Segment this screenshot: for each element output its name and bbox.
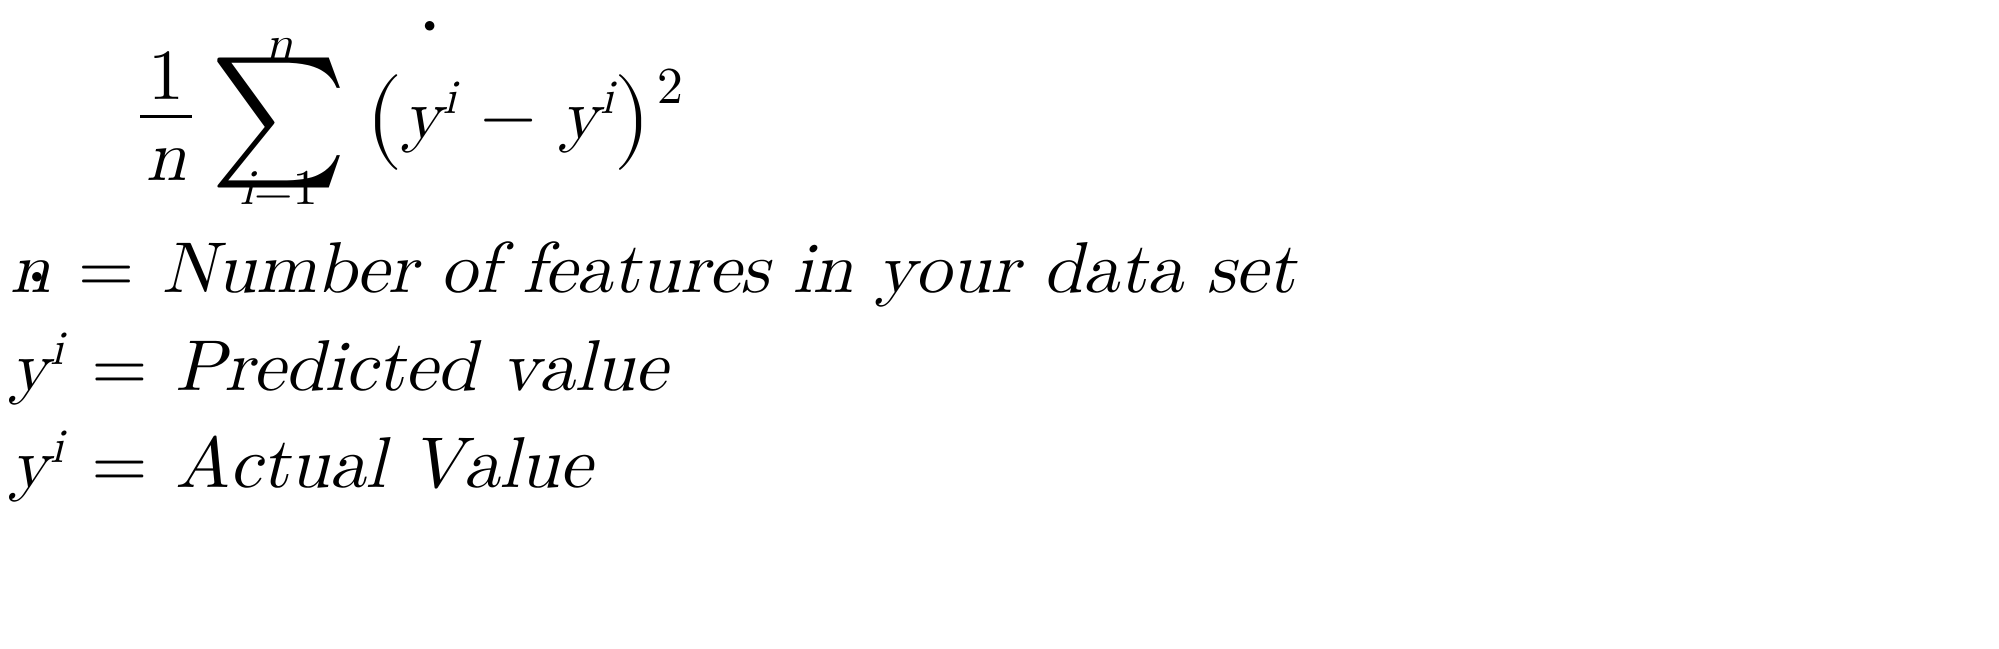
sum-lower-val: 1 — [293, 164, 318, 214]
def-yhat-eq: = — [91, 322, 147, 416]
def-yhat-sup: i — [50, 319, 63, 381]
y-hat-superscript: i — [443, 68, 456, 130]
fraction-numerator: 1 — [142, 41, 190, 115]
sum-lower-eq: = — [254, 164, 293, 214]
definition-y-actual: yi = Actual Value — [10, 419, 1989, 513]
squared-exponent: 2 — [657, 55, 683, 123]
def-y-lhs: y — [10, 419, 48, 513]
def-y-sup: i — [50, 417, 63, 479]
y-actual: y — [560, 70, 598, 164]
fraction-one-over-n: 1 n — [140, 41, 192, 194]
definition-y-predicted: yi = Predicted value — [10, 322, 1989, 416]
fraction-denominator: n — [140, 118, 192, 194]
summation: n ∑ i=1 — [210, 20, 347, 214]
def-y-rhs: Actual Value — [175, 419, 591, 513]
minus-sign: − — [480, 70, 536, 164]
math-container: 1 n n ∑ i=1 ( yi − yi ) 2 n = Number of … — [10, 20, 1989, 513]
sum-lower-limit: i=1 — [240, 164, 318, 214]
def-yhat-rhs: Predicted value — [175, 322, 666, 416]
left-paren: ( — [365, 74, 402, 160]
right-paren: ) — [614, 74, 651, 160]
def-yhat-lhs: y — [10, 322, 48, 416]
def-n-rhs: Number of features in your data set — [162, 224, 1295, 318]
definition-n: n = Number of features in your data set — [10, 224, 1989, 318]
sum-lower-var: i — [240, 164, 254, 214]
mse-formula: 1 n n ∑ i=1 ( yi − yi ) 2 — [140, 20, 1989, 214]
sigma-symbol: ∑ — [210, 64, 347, 168]
y-actual-superscript: i — [600, 68, 613, 130]
y-hat-predicted: y — [403, 70, 441, 164]
def-n-eq: = — [78, 224, 134, 318]
def-y-eq: = — [91, 419, 147, 513]
